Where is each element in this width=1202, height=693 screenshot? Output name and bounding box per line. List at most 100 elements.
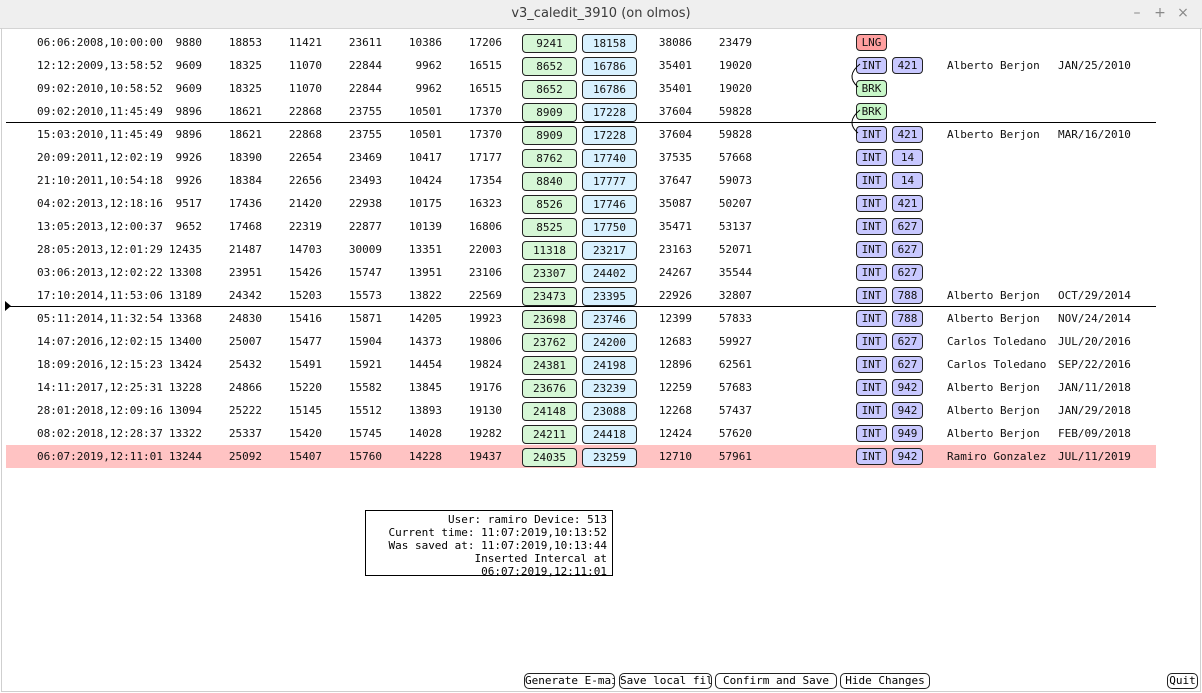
row-type-tag[interactable]: BRK — [856, 103, 887, 120]
row-box-b[interactable]: 24402 — [582, 264, 637, 283]
confirm-and-save-button[interactable]: Confirm and Save — [715, 673, 837, 689]
row-box-b[interactable]: 17228 — [582, 126, 637, 145]
table-row[interactable]: 06:06:2008,10:00:00 9880 18853 11421 23611 10… — [6, 31, 1156, 54]
row-type-tag[interactable]: INT — [856, 356, 887, 373]
row-box-b[interactable]: 23217 — [582, 241, 637, 260]
row-device-tag[interactable]: 14 — [892, 172, 923, 189]
row-box-a[interactable]: 8525 — [522, 218, 577, 237]
close-icon[interactable]: × — [1177, 5, 1189, 21]
row-type-tag[interactable]: INT — [856, 172, 887, 189]
table-row[interactable]: 18:09:2016,12:15:23 13424 25432 15491 15921 1… — [6, 353, 1156, 376]
row-device-tag[interactable]: 627 — [892, 356, 923, 373]
table-row[interactable]: 17:10:2014,11:53:06 13189 24342 15203 15573 1… — [6, 284, 1156, 307]
table-row[interactable]: 20:09:2011,12:02:19 9926 18390 22654 23469 10… — [6, 146, 1156, 169]
row-box-a[interactable]: 24381 — [522, 356, 577, 375]
row-device-tag[interactable]: 788 — [892, 287, 923, 304]
row-box-b[interactable]: 23239 — [582, 379, 637, 398]
row-box-b[interactable]: 24418 — [582, 425, 637, 444]
table-row[interactable]: 03:06:2013,12:02:22 13308 23951 15426 15747 1… — [6, 261, 1156, 284]
generate-email-button[interactable]: Generate E-mail — [524, 673, 615, 689]
table-row[interactable]: 12:12:2009,13:58:52 9609 18325 11070 22844 99… — [6, 54, 1156, 77]
row-box-b[interactable]: 17750 — [582, 218, 637, 237]
minimize-icon[interactable]: – — [1133, 5, 1141, 21]
row-box-a[interactable]: 23698 — [522, 310, 577, 329]
row-device-tag[interactable]: 421 — [892, 126, 923, 143]
row-type-tag[interactable]: INT — [856, 241, 887, 258]
row-device-tag[interactable]: 627 — [892, 218, 923, 235]
row-box-b[interactable]: 23395 — [582, 287, 637, 306]
row-type-tag[interactable]: INT — [856, 333, 887, 350]
row-type-tag[interactable]: INT — [856, 402, 887, 419]
row-device-tag[interactable]: 14 — [892, 149, 923, 166]
row-device-tag[interactable]: 949 — [892, 425, 923, 442]
row-type-tag[interactable]: INT — [856, 126, 887, 143]
row-box-b[interactable]: 23088 — [582, 402, 637, 421]
row-box-a[interactable]: 8840 — [522, 172, 577, 191]
row-box-a[interactable]: 9241 — [522, 34, 577, 53]
row-type-tag[interactable]: INT — [856, 218, 887, 235]
row-type-tag[interactable]: INT — [856, 310, 887, 327]
table-row[interactable]: 09:02:2010,11:45:49 9896 18621 22868 23755 10… — [6, 100, 1156, 123]
row-box-a[interactable]: 24035 — [522, 448, 577, 467]
row-box-b[interactable]: 17777 — [582, 172, 637, 191]
row-box-a[interactable]: 23473 — [522, 287, 577, 306]
row-box-a[interactable]: 24148 — [522, 402, 577, 421]
row-box-a[interactable]: 11318 — [522, 241, 577, 260]
table-row[interactable]: 21:10:2011,10:54:18 9926 18384 22656 23493 10… — [6, 169, 1156, 192]
row-box-a[interactable]: 8909 — [522, 103, 577, 122]
row-box-a[interactable]: 8652 — [522, 57, 577, 76]
row-device-tag[interactable]: 421 — [892, 57, 923, 74]
row-box-b[interactable]: 23259 — [582, 448, 637, 467]
row-box-b[interactable]: 24198 — [582, 356, 637, 375]
table-row[interactable]: 08:02:2018,12:28:37 13322 25337 15420 15745 1… — [6, 422, 1156, 445]
row-box-b[interactable]: 18158 — [582, 34, 637, 53]
row-box-a[interactable]: 23762 — [522, 333, 577, 352]
row-type-tag[interactable]: BRK — [856, 80, 887, 97]
save-local-file-button[interactable]: Save local file — [619, 673, 712, 689]
row-device-tag[interactable]: 942 — [892, 379, 923, 396]
row-device-tag[interactable]: 627 — [892, 241, 923, 258]
row-device-tag[interactable]: 942 — [892, 402, 923, 419]
quit-button[interactable]: Quit — [1167, 673, 1198, 689]
table-row[interactable]: 28:01:2018,12:09:16 13094 25222 15145 15512 1… — [6, 399, 1156, 422]
row-type-tag[interactable]: INT — [856, 57, 887, 74]
table-row[interactable]: 09:02:2010,10:58:52 9609 18325 11070 22844 99… — [6, 77, 1156, 100]
row-type-tag[interactable]: INT — [856, 425, 887, 442]
table-row[interactable]: 06:07:2019,12:11:01 13244 25092 15407 15760 1… — [6, 445, 1156, 468]
row-type-tag[interactable]: INT — [856, 287, 887, 304]
row-device-tag[interactable]: 788 — [892, 310, 923, 327]
row-box-b[interactable]: 17746 — [582, 195, 637, 214]
hide-changes-button[interactable]: Hide Changes — [840, 673, 930, 689]
row-type-tag[interactable]: LNG — [856, 34, 887, 51]
row-type-tag[interactable]: INT — [856, 379, 887, 396]
row-device-tag[interactable]: 627 — [892, 333, 923, 350]
table-row[interactable]: 14:07:2016,12:02:15 13400 25007 15477 15904 1… — [6, 330, 1156, 353]
row-type-tag[interactable]: INT — [856, 149, 887, 166]
row-device-tag[interactable]: 942 — [892, 448, 923, 465]
table-row[interactable]: 14:11:2017,12:25:31 13228 24866 15220 15582 1… — [6, 376, 1156, 399]
row-box-a[interactable]: 23676 — [522, 379, 577, 398]
row-type-tag[interactable]: INT — [856, 448, 887, 465]
table-row[interactable]: 28:05:2013,12:01:29 12435 21487 14703 30009 1… — [6, 238, 1156, 261]
row-box-b[interactable]: 16786 — [582, 80, 637, 99]
row-box-a[interactable]: 8652 — [522, 80, 577, 99]
row-box-a[interactable]: 8526 — [522, 195, 577, 214]
row-box-b[interactable]: 24200 — [582, 333, 637, 352]
row-box-b[interactable]: 23746 — [582, 310, 637, 329]
row-box-b[interactable]: 17740 — [582, 149, 637, 168]
row-box-a[interactable]: 8909 — [522, 126, 577, 145]
table-row[interactable]: 13:05:2013,12:00:37 9652 17468 22319 22877 10… — [6, 215, 1156, 238]
row-type-tag[interactable]: INT — [856, 195, 887, 212]
row-box-b[interactable]: 17228 — [582, 103, 637, 122]
row-box-a[interactable]: 23307 — [522, 264, 577, 283]
table-row[interactable]: 15:03:2010,11:45:49 9896 18621 22868 23755 10… — [6, 123, 1156, 146]
table-row[interactable]: 04:02:2013,12:18:16 9517 17436 21420 22938 10… — [6, 192, 1156, 215]
row-type-tag[interactable]: INT — [856, 264, 887, 281]
row-box-a[interactable]: 8762 — [522, 149, 577, 168]
maximize-icon[interactable]: + — [1154, 5, 1166, 21]
row-device-tag[interactable]: 421 — [892, 195, 923, 212]
table-row[interactable]: 05:11:2014,11:32:54 13368 24830 15416 15871 1… — [6, 307, 1156, 330]
row-box-a[interactable]: 24211 — [522, 425, 577, 444]
row-box-b[interactable]: 16786 — [582, 57, 637, 76]
row-device-tag[interactable]: 627 — [892, 264, 923, 281]
